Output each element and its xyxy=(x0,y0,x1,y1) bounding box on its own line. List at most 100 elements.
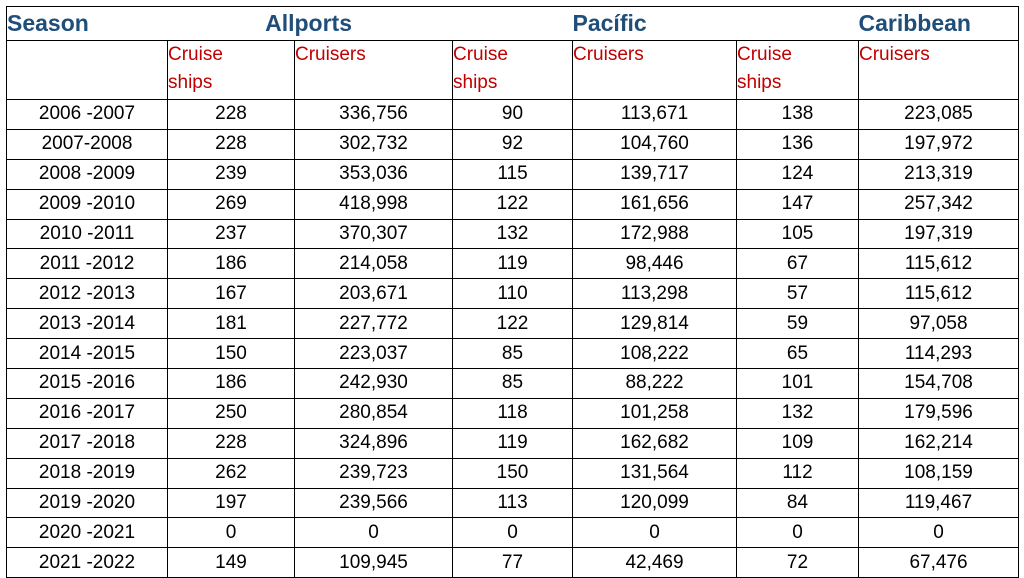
table-row: 2013 -2014 181 227,772 122 129,814 59 97,058 xyxy=(6,308,1019,340)
caribbean-cruisers-cell: 179,596 xyxy=(858,398,1019,429)
pacific-cruisers-cell: 0 xyxy=(572,517,737,549)
pacific-ships-cell: 85 xyxy=(452,338,573,370)
all-cruisers-cell: 203,671 xyxy=(294,278,453,310)
all-cruisers-cell: 370,307 xyxy=(294,219,453,250)
all-cruisers-cell: 227,772 xyxy=(294,308,453,340)
header-row: Season All ports Pacífic Caribbean xyxy=(6,6,1019,41)
all-cruisers-cell: 336,756 xyxy=(294,99,453,130)
table-row: 2018 -2019 262 239,723 150 131,564 112 108,159 xyxy=(6,458,1019,489)
caribbean-cruisers-cell: 197,972 xyxy=(858,129,1019,160)
table-row: 2009 -2010 269 418,998 122 161,656 147 257,342 xyxy=(6,189,1019,220)
table-row: 2017 -2018 228 324,896 119 162,682 109 162,214 xyxy=(6,428,1019,459)
caribbean-cruisers-subheader: Cruisers xyxy=(858,40,1019,100)
pacific-header: Pacífic xyxy=(572,6,737,41)
table-row: 2010 -2011 237 370,307 132 172,988 105 197,319 xyxy=(6,219,1019,250)
pacific-ships-cell: 77 xyxy=(452,547,573,578)
caribbean-cruisers-cell: 162,214 xyxy=(858,428,1019,459)
subheader-row: Cruise ships Cruisers Cruise ships Cruiser… xyxy=(6,40,1019,100)
all-cruisers-cell: 109,945 xyxy=(294,547,453,578)
pacific-cruisers-cell: 131,564 xyxy=(572,458,737,489)
all-ships-cell: 250 xyxy=(167,398,295,429)
table-row: 2008 -2009 239 353,036 115 139,717 124 213,319 xyxy=(6,159,1019,190)
all-ships-cell: 237 xyxy=(167,219,295,250)
table-row: 2014 -2015 150 223,037 85 108,222 65 114,293 xyxy=(6,338,1019,370)
caribbean-cruisers-cell: 154,708 xyxy=(858,368,1019,399)
all-ships-cell: 228 xyxy=(167,428,295,459)
season-cell: 2012 -2013 xyxy=(6,278,168,310)
pacific-ships-cell: 113 xyxy=(452,488,573,519)
caribbean-ships-cell: 0 xyxy=(736,517,859,549)
all-cruisers-cell: 214,058 xyxy=(294,248,453,280)
caribbean-cruisers-cell: 67,476 xyxy=(858,547,1019,578)
all-header: All xyxy=(167,6,295,41)
pacific-cruisers-cell: 172,988 xyxy=(572,219,737,250)
all-ships-cell: 150 xyxy=(167,338,295,370)
pacific-cruisers-cell: 42,469 xyxy=(572,547,737,578)
all-ships-cell: 262 xyxy=(167,458,295,489)
all-ships-cell: 149 xyxy=(167,547,295,578)
pacific-ships-cell: 122 xyxy=(452,308,573,340)
season-cell: 2006 -2007 xyxy=(6,99,168,130)
season-cell: 2015 -2016 xyxy=(6,368,168,399)
season-cell: 2011 -2012 xyxy=(6,248,168,280)
all-ships-cell: 186 xyxy=(167,248,295,280)
pacific-cruisers-cell: 113,671 xyxy=(572,99,737,130)
cruise-statistics-table: Season All ports Pacífic Caribbean Cruis… xyxy=(6,6,1019,578)
caribbean-ships-cell: 72 xyxy=(736,547,859,578)
pacific-cruisers-subheader: Cruisers xyxy=(572,40,737,100)
season-header: Season xyxy=(6,6,168,41)
season-cell: 2007-2008 xyxy=(6,129,168,160)
table-row: 2020 -2021 0 0 0 0 0 0 xyxy=(6,517,1019,549)
all-cruise-ships-subheader: Cruise ships xyxy=(167,40,295,100)
season-cell: 2008 -2009 xyxy=(6,159,168,190)
pacific-cruisers-cell: 104,760 xyxy=(572,129,737,160)
all-cruisers-cell: 223,037 xyxy=(294,338,453,370)
pacific-ships-cell: 85 xyxy=(452,368,573,399)
caribbean-header: Caribbean xyxy=(858,6,1019,41)
all-cruisers-cell: 239,566 xyxy=(294,488,453,519)
pacific-cruisers-cell: 162,682 xyxy=(572,428,737,459)
caribbean-ships-cell: 112 xyxy=(736,458,859,489)
season-cell: 2019 -2020 xyxy=(6,488,168,519)
caribbean-ships-cell: 138 xyxy=(736,99,859,130)
caribbean-ships-cell: 59 xyxy=(736,308,859,340)
pacific-ships-cell: 92 xyxy=(452,129,573,160)
table-row: 2021 -2022 149 109,945 77 42,469 72 67,476 xyxy=(6,547,1019,578)
pacific-cruisers-cell: 120,099 xyxy=(572,488,737,519)
caribbean-cruisers-cell: 108,159 xyxy=(858,458,1019,489)
all-ships-cell: 186 xyxy=(167,368,295,399)
pacific-cruise-ships-subheader: Cruise ships xyxy=(452,40,573,100)
all-cruisers-cell: 0 xyxy=(294,517,453,549)
season-cell: 2021 -2022 xyxy=(6,547,168,578)
pacific-ships-cell: 0 xyxy=(452,517,573,549)
all-ships-cell: 197 xyxy=(167,488,295,519)
all-cruisers-subheader: Cruisers xyxy=(294,40,453,100)
caribbean-ships-cell: 105 xyxy=(736,219,859,250)
caribbean-ships-cell: 67 xyxy=(736,248,859,280)
season-cell: 2009 -2010 xyxy=(6,189,168,220)
caribbean-ships-cell: 84 xyxy=(736,488,859,519)
pacific-ships-cell: 90 xyxy=(452,99,573,130)
caribbean-cruisers-cell: 197,319 xyxy=(858,219,1019,250)
all-cruisers-cell: 280,854 xyxy=(294,398,453,429)
season-cell: 2010 -2011 xyxy=(6,219,168,250)
table-row: 2019 -2020 197 239,566 113 120,099 84 119,467 xyxy=(6,488,1019,519)
pacific-ships-cell: 115 xyxy=(452,159,573,190)
table-row: 2012 -2013 167 203,671 110 113,298 57 115,612 xyxy=(6,278,1019,310)
season-cell: 2020 -2021 xyxy=(6,517,168,549)
caribbean-cruise-ships-subheader: Cruise ships xyxy=(736,40,859,100)
pacific-ships-cell: 132 xyxy=(452,219,573,250)
all-ships-cell: 269 xyxy=(167,189,295,220)
caribbean-ships-cell: 147 xyxy=(736,189,859,220)
season-cell: 2018 -2019 xyxy=(6,458,168,489)
pacific-ships-cell: 150 xyxy=(452,458,573,489)
pacific-cruisers-cell: 161,656 xyxy=(572,189,737,220)
table-row: 2006 -2007 228 336,756 90 113,671 138 223,085 xyxy=(6,99,1019,130)
pacific-cruisers-cell: 139,717 xyxy=(572,159,737,190)
all-ships-cell: 228 xyxy=(167,99,295,130)
all-cruisers-cell: 324,896 xyxy=(294,428,453,459)
season-cell: 2016 -2017 xyxy=(6,398,168,429)
all-ships-cell: 228 xyxy=(167,129,295,160)
table-row: 2016 -2017 250 280,854 118 101,258 132 179,596 xyxy=(6,398,1019,429)
pacific-ships-cell: 122 xyxy=(452,189,573,220)
